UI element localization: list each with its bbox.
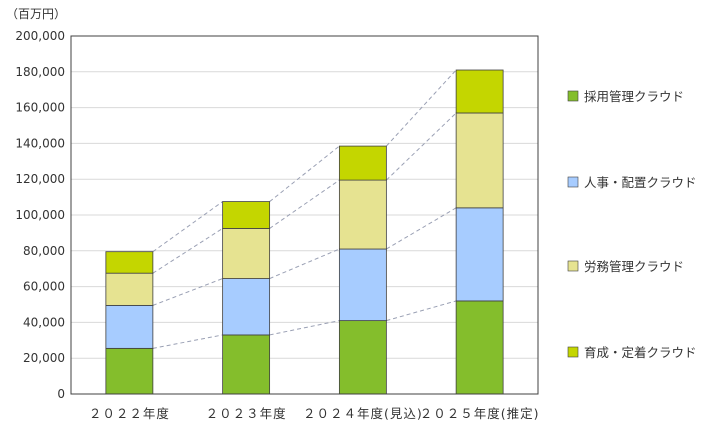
bar-segment (105, 272, 154, 306)
y-tick-label: 100,000 (15, 208, 65, 222)
legend-swatch (567, 90, 579, 102)
y-tick-label: 60,000 (23, 280, 65, 294)
legend-swatch (567, 260, 579, 272)
connector-line (152, 201, 223, 253)
bars (105, 69, 504, 395)
y-tick-label: 140,000 (15, 136, 65, 150)
y-tick-label: 200,000 (15, 29, 65, 43)
connector-line (386, 300, 457, 322)
bar-segment (338, 145, 387, 181)
bar-segment (338, 320, 387, 395)
bar-segment (222, 228, 271, 279)
bar-segment (105, 304, 154, 349)
bar-segment (455, 69, 504, 114)
bar-segment (105, 347, 154, 395)
x-tick-label: ２０２５年度(推定) (420, 406, 540, 421)
connector-lines (152, 69, 457, 349)
connector-line (152, 334, 223, 349)
bar-segment (105, 251, 154, 274)
y-tick-label: 160,000 (15, 101, 65, 115)
y-axis-ticks: 0 20,000 40,000 60,000 80,000 100,000 120,000 1… (15, 29, 65, 401)
bar-segment (338, 179, 387, 250)
legend-swatch (567, 346, 579, 358)
y-tick-label: 80,000 (23, 244, 65, 258)
connector-line (386, 207, 457, 250)
x-tick-label: ２０２２年度 (89, 406, 170, 421)
legend-label: 採用管理クラウド (584, 89, 684, 104)
connector-line (269, 179, 340, 229)
legend-label: 人事・配置クラウド (584, 175, 697, 190)
legend-label: 労務管理クラウド (584, 259, 684, 274)
legend-swatch (567, 176, 579, 188)
y-axis-unit-label: （百万円） (6, 7, 66, 21)
y-tick-label: 0 (57, 387, 65, 401)
x-axis-labels: ２０２２年度 ２０２３年度 ２０２４年度(見込)２０２５年度(推定) (89, 406, 540, 421)
x-tick-label: ２０２３年度 (206, 406, 287, 421)
bar-segment (222, 201, 271, 229)
bar-segment (222, 334, 271, 395)
x-tick-label: ２０２４年度(見込) (303, 406, 423, 421)
plot-frame (70, 35, 539, 395)
legend-label: 育成・定着クラウド (584, 345, 697, 360)
connector-line (386, 69, 457, 147)
connector-line (269, 320, 340, 336)
y-tick-label: 180,000 (15, 65, 65, 79)
connector-line (152, 278, 223, 306)
connector-line (269, 248, 340, 280)
bar-segment (455, 300, 504, 395)
y-tick-label: 20,000 (23, 351, 65, 365)
connector-line (386, 112, 457, 181)
y-tick-label: 120,000 (15, 172, 65, 186)
bar-segment (338, 248, 387, 322)
bar-segment (455, 207, 504, 302)
connector-line (269, 145, 340, 202)
bar-segment (455, 112, 504, 209)
y-tick-label: 40,000 (23, 315, 65, 329)
bar-segment (222, 278, 271, 336)
